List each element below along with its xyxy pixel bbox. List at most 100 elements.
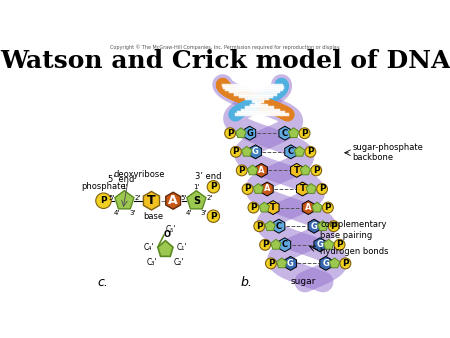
Text: C₂': C₂' bbox=[173, 258, 184, 267]
Polygon shape bbox=[302, 201, 315, 215]
Text: 1': 1' bbox=[121, 184, 128, 190]
Text: 4': 4' bbox=[113, 210, 120, 216]
Polygon shape bbox=[243, 126, 256, 140]
Text: 5’ end: 5’ end bbox=[108, 175, 135, 184]
Polygon shape bbox=[284, 257, 297, 270]
Text: P: P bbox=[301, 129, 308, 138]
Polygon shape bbox=[314, 238, 326, 252]
Polygon shape bbox=[324, 239, 334, 249]
Polygon shape bbox=[285, 145, 297, 159]
Text: A: A bbox=[168, 194, 178, 207]
Text: P: P bbox=[250, 203, 257, 212]
Text: P: P bbox=[238, 166, 245, 175]
Text: P: P bbox=[268, 259, 274, 268]
Text: A: A bbox=[264, 185, 270, 193]
Polygon shape bbox=[158, 241, 173, 256]
Text: C₃': C₃' bbox=[147, 258, 158, 267]
Polygon shape bbox=[242, 146, 252, 156]
Text: C₁': C₁' bbox=[177, 243, 187, 252]
Polygon shape bbox=[297, 182, 309, 196]
Text: P: P bbox=[330, 222, 337, 231]
Text: P: P bbox=[256, 222, 263, 231]
Circle shape bbox=[225, 128, 235, 139]
Text: P: P bbox=[336, 240, 343, 249]
Text: O: O bbox=[163, 230, 171, 239]
Text: 3': 3' bbox=[201, 210, 207, 216]
Circle shape bbox=[207, 180, 220, 193]
Text: C: C bbox=[288, 147, 294, 156]
Text: P: P bbox=[244, 185, 251, 193]
Circle shape bbox=[248, 202, 259, 213]
Circle shape bbox=[323, 202, 333, 213]
Circle shape bbox=[254, 221, 265, 232]
Polygon shape bbox=[277, 258, 287, 268]
Text: P: P bbox=[210, 182, 217, 191]
Polygon shape bbox=[248, 165, 258, 175]
Text: P: P bbox=[262, 240, 268, 249]
Polygon shape bbox=[279, 238, 291, 252]
Text: sugar: sugar bbox=[291, 277, 316, 287]
Polygon shape bbox=[115, 191, 134, 209]
Text: P: P bbox=[307, 147, 314, 156]
Polygon shape bbox=[144, 191, 159, 210]
Text: P: P bbox=[227, 129, 234, 138]
Text: P: P bbox=[313, 166, 320, 175]
Text: G: G bbox=[310, 222, 318, 231]
Text: C: C bbox=[282, 129, 288, 138]
Polygon shape bbox=[279, 126, 291, 140]
Text: G: G bbox=[287, 259, 294, 268]
Text: base: base bbox=[143, 212, 163, 221]
Circle shape bbox=[340, 258, 351, 269]
Text: G: G bbox=[316, 240, 324, 249]
Polygon shape bbox=[261, 182, 273, 196]
Text: hydrogen bonds: hydrogen bonds bbox=[320, 246, 389, 256]
Circle shape bbox=[317, 184, 328, 194]
Text: Watson and Crick model of DNA: Watson and Crick model of DNA bbox=[0, 49, 450, 73]
Circle shape bbox=[311, 165, 322, 176]
Text: 4': 4' bbox=[185, 210, 192, 216]
Circle shape bbox=[328, 221, 339, 232]
Text: S: S bbox=[193, 196, 200, 206]
Text: deoxyribose: deoxyribose bbox=[113, 170, 165, 179]
Polygon shape bbox=[271, 239, 281, 249]
Circle shape bbox=[260, 239, 270, 250]
Polygon shape bbox=[300, 165, 310, 175]
Circle shape bbox=[236, 165, 247, 176]
Text: 2': 2' bbox=[207, 195, 213, 201]
Polygon shape bbox=[308, 219, 320, 233]
Polygon shape bbox=[236, 128, 246, 138]
Text: T: T bbox=[147, 194, 156, 207]
Circle shape bbox=[230, 146, 241, 157]
Polygon shape bbox=[306, 184, 316, 193]
Text: C: C bbox=[282, 240, 288, 249]
Text: P: P bbox=[233, 147, 239, 156]
Circle shape bbox=[266, 258, 276, 269]
Text: A: A bbox=[305, 203, 311, 212]
Text: 3’ end: 3’ end bbox=[195, 172, 222, 180]
Text: b.: b. bbox=[240, 276, 252, 289]
Text: complementary
base pairing: complementary base pairing bbox=[320, 220, 387, 240]
Polygon shape bbox=[294, 146, 305, 156]
Polygon shape bbox=[312, 202, 322, 212]
Text: 5': 5' bbox=[180, 195, 186, 201]
Circle shape bbox=[299, 128, 310, 139]
Text: sugar-phosphate
backbone: sugar-phosphate backbone bbox=[353, 143, 423, 163]
Circle shape bbox=[242, 184, 253, 194]
Polygon shape bbox=[265, 221, 275, 231]
Text: T: T bbox=[270, 203, 276, 212]
Text: T: T bbox=[300, 185, 306, 193]
Text: 3': 3' bbox=[129, 210, 135, 216]
Polygon shape bbox=[273, 219, 285, 233]
Circle shape bbox=[334, 239, 345, 250]
Polygon shape bbox=[291, 164, 303, 177]
Polygon shape bbox=[255, 164, 267, 177]
Polygon shape bbox=[187, 191, 206, 209]
Text: P: P bbox=[319, 185, 325, 193]
Text: C₅': C₅' bbox=[166, 225, 176, 234]
Text: phosphate: phosphate bbox=[81, 183, 126, 191]
Text: P: P bbox=[324, 203, 331, 212]
Text: C: C bbox=[276, 222, 282, 231]
Text: G: G bbox=[252, 147, 259, 156]
Text: T: T bbox=[294, 166, 300, 175]
Circle shape bbox=[305, 146, 316, 157]
